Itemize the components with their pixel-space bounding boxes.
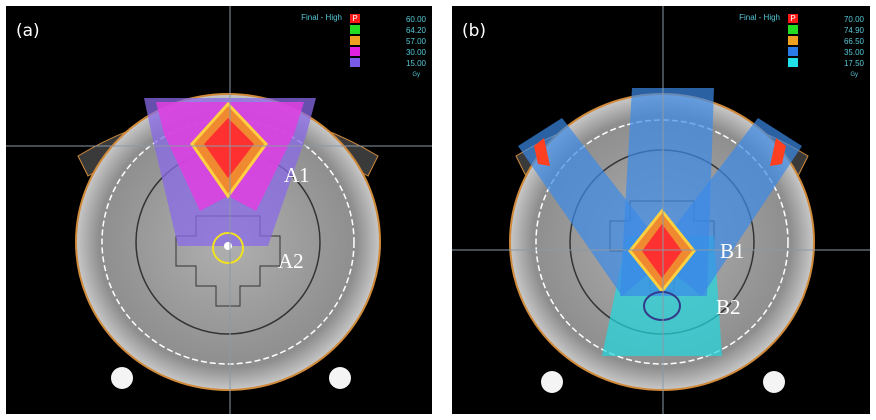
fiducial [111,367,133,389]
legend-title: Final - High [301,13,342,22]
panel-label: (a) [16,21,40,41]
fiducial [763,371,785,393]
annotation: B2 [716,295,741,319]
legend-swatch [788,25,798,34]
annotation: B1 [720,239,745,263]
marker [224,242,232,250]
prescription-mark: P [352,14,357,23]
fiducial [329,367,351,389]
legend-swatch [350,47,360,56]
annotation: A1 [284,163,310,187]
legend-value: 60.00 [406,15,427,24]
figure: (a) A1 A2 Final - High 60.00 64.20 57.00 30.… [0,0,876,420]
legend-unit: Gy [412,72,420,78]
annotation: A2 [278,249,304,273]
legend-value: 15.00 [406,59,427,68]
legend-title: Final - High [739,13,780,22]
legend-swatch [788,58,798,67]
legend-swatch [788,36,798,45]
legend-swatch [350,36,360,45]
prescription-mark: P [790,14,795,23]
legend-value: 70.00 [844,15,865,24]
legend-value: 74.90 [844,26,865,35]
panel-b: (b) B1 B2 Final - High 70.00 74.90 66.50 35.… [452,6,870,414]
fiducial [541,371,563,393]
legend-value: 57.00 [406,37,427,46]
legend-unit: Gy [850,72,858,78]
legend-swatch [350,58,360,67]
legend-value: 17.50 [844,59,865,68]
legend-value: 66.50 [844,37,865,46]
legend-swatch [350,25,360,34]
panel-a: (a) A1 A2 Final - High 60.00 64.20 57.00 30.… [6,6,432,414]
panel-label: (b) [462,21,486,41]
legend-value: 35.00 [844,48,865,57]
legend-value: 30.00 [406,48,427,57]
legend-value: 64.20 [406,26,427,35]
legend-swatch [788,47,798,56]
